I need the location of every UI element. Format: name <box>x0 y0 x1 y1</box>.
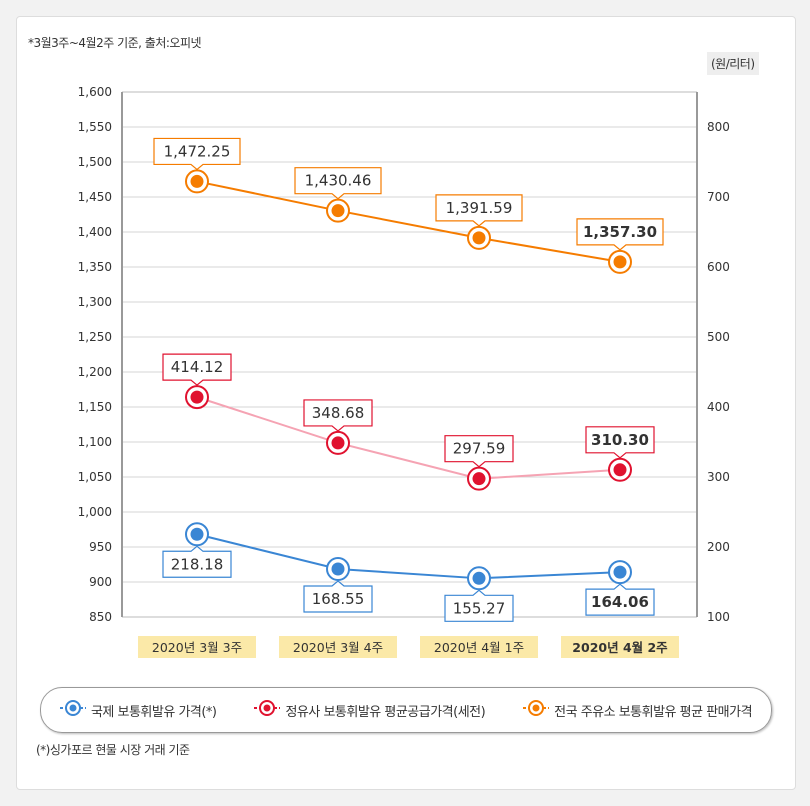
data-point-core <box>190 527 204 541</box>
callout-box <box>303 580 373 613</box>
data-label-callout: 414.12 <box>162 353 232 386</box>
category-label-bg <box>420 636 538 658</box>
data-label-callout: 1,430.46 <box>294 167 382 200</box>
left-tick-label: 1,550 <box>78 120 112 134</box>
legend-label: 정유사 보통휘발유 평균공급가격(세전) <box>285 704 486 720</box>
data-label-callout: 1,391.59 <box>435 194 523 227</box>
series-line <box>196 180 621 263</box>
data-label: 218.18 <box>171 555 224 573</box>
callout-box <box>294 167 382 200</box>
data-label: 414.12 <box>171 358 224 376</box>
right-tick-label: 300 <box>707 470 730 484</box>
right-tick-label: 600 <box>707 260 730 274</box>
legend: 국제 보통휘발유 가격(*) 정유사 보통휘발유 평균공급가격(세전) 전국 주… <box>40 687 772 733</box>
data-label-callout: 297.59 <box>444 435 514 468</box>
callout-box <box>162 353 232 386</box>
data-label-callout: 310.30 <box>585 426 655 459</box>
category-label: 2020년 3월 3주 <box>152 640 242 655</box>
data-label: 1,357.30 <box>583 223 657 241</box>
chart-card <box>16 16 796 790</box>
data-point-core <box>331 204 345 218</box>
category-label: 2020년 4월 2주 <box>572 640 668 655</box>
footnote: (*)싱가포르 현물 시장 거래 기준 <box>36 743 190 757</box>
left-tick-label: 1,400 <box>78 225 112 239</box>
right-tick-label: 500 <box>707 330 730 344</box>
series-line <box>196 396 621 480</box>
left-tick-label: 1,150 <box>78 400 112 414</box>
left-tick-label: 1,000 <box>78 505 112 519</box>
left-tick-label: 850 <box>89 610 112 624</box>
data-label: 310.30 <box>591 431 649 449</box>
data-label-callout: 348.68 <box>303 399 373 432</box>
right-tick-label: 100 <box>707 610 730 624</box>
data-point-core <box>613 255 627 269</box>
data-point-core <box>331 436 345 450</box>
line-chart: 850 900 950 1,000 1,050 1,100 1,150 1,200 1,250 1… <box>78 85 730 658</box>
category-label-bg <box>279 636 397 658</box>
data-point-core <box>331 562 345 576</box>
legend-marker-icon <box>59 699 86 721</box>
legend-label: 전국 주유소 보통휘발유 평균 판매가격 <box>554 704 753 720</box>
callout-box <box>153 137 241 171</box>
right-tick-label: 800 <box>707 120 730 134</box>
callout-box <box>585 583 655 616</box>
left-tick-label: 1,200 <box>78 365 112 379</box>
callout-box <box>576 218 664 251</box>
left-tick-label: 1,600 <box>78 85 112 99</box>
callout-box <box>444 589 514 622</box>
data-point-core <box>472 472 486 486</box>
unit-label: (원/리터) <box>707 52 759 75</box>
data-label: 348.68 <box>312 404 365 422</box>
left-tick-label: 1,250 <box>78 330 112 344</box>
legend-item: 정유사 보통휘발유 평균공급가격(세전) <box>254 699 486 721</box>
data-label-callout: 1,472.25 <box>153 137 241 171</box>
legend-marker-icon <box>523 699 550 721</box>
data-label: 168.55 <box>312 590 365 608</box>
data-point-core <box>613 463 627 477</box>
data-label: 164.06 <box>591 593 649 611</box>
left-tick-label: 1,300 <box>78 295 112 309</box>
callout-box <box>435 194 523 227</box>
right-tick-label: 400 <box>707 400 730 414</box>
data-point-core <box>472 571 486 585</box>
data-point-core <box>472 231 486 245</box>
left-tick-label: 1,050 <box>78 470 112 484</box>
data-point-core <box>613 565 627 579</box>
source-note: *3월3주~4월2주 기준, 출처:오피넷 <box>28 36 202 50</box>
data-label-callout: 155.27 <box>444 589 514 622</box>
data-label-callout: 168.55 <box>303 580 373 613</box>
data-point-core <box>190 174 204 188</box>
left-tick-label: 1,450 <box>78 190 112 204</box>
data-label: 297.59 <box>453 440 506 458</box>
left-tick-label: 900 <box>89 575 112 589</box>
right-tick-label: 200 <box>707 540 730 554</box>
callout-box <box>162 545 232 578</box>
data-label: 1,430.46 <box>305 172 372 190</box>
left-tick-label: 950 <box>89 540 112 554</box>
right-tick-label: 700 <box>707 190 730 204</box>
series-line <box>196 533 621 580</box>
left-tick-label: 1,100 <box>78 435 112 449</box>
legend-label: 국제 보통휘발유 가격(*) <box>90 704 217 720</box>
callout-box <box>585 426 655 459</box>
data-label: 155.27 <box>453 599 506 617</box>
data-label-callout: 218.18 <box>162 545 232 578</box>
legend-item: 국제 보통휘발유 가격(*) <box>59 699 217 721</box>
legend-item: 전국 주유소 보통휘발유 평균 판매가격 <box>523 699 753 721</box>
legend-marker-icon <box>254 699 281 721</box>
category-label: 2020년 3월 4주 <box>293 640 383 655</box>
category-label: 2020년 4월 1주 <box>434 640 524 655</box>
callout-box <box>303 399 373 432</box>
data-label: 1,472.25 <box>164 142 231 160</box>
left-tick-label: 1,500 <box>78 155 112 169</box>
data-label-callout: 164.06 <box>585 583 655 616</box>
category-label-bg <box>138 636 256 658</box>
data-label: 1,391.59 <box>446 199 513 217</box>
data-label-callout: 1,357.30 <box>576 218 664 251</box>
left-tick-label: 1,350 <box>78 260 112 274</box>
callout-box <box>444 435 514 468</box>
data-point-core <box>190 390 204 404</box>
category-label-bg <box>561 636 679 658</box>
